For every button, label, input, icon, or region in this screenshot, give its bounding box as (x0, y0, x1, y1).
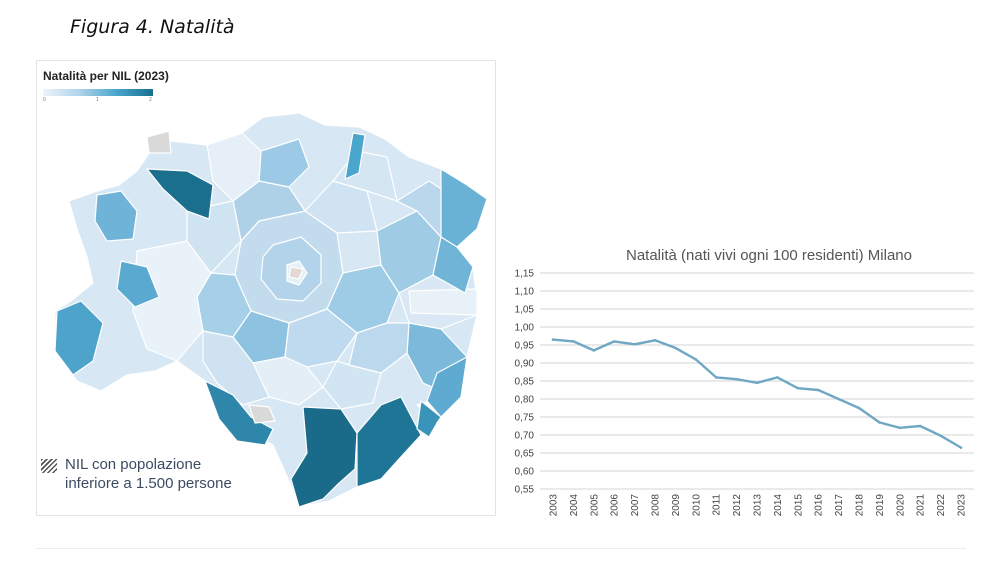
map-panel: Natalità per NIL (2023) 0 1 2 NIL con po… (36, 60, 496, 516)
x-tick-label: 2012 (732, 494, 743, 517)
x-tick-label: 2019 (875, 494, 886, 517)
y-tick-label: 0,75 (515, 413, 535, 424)
divider (36, 548, 966, 549)
x-tick-label: 2018 (855, 494, 866, 517)
district-lowpop (248, 404, 276, 424)
district (202, 330, 270, 406)
map-legend-label: NIL con popolazione inferiore a 1.500 pe… (65, 456, 232, 492)
map-title: Natalità per NIL (2023) (43, 69, 169, 83)
district-high (416, 400, 442, 438)
data-point (857, 406, 861, 410)
district-lowpop (288, 266, 304, 280)
district-lowpop (146, 130, 172, 154)
district-high (204, 380, 274, 446)
y-tick-label: 0,60 (515, 467, 535, 478)
data-point (918, 424, 922, 428)
y-tick-label: 0,80 (515, 395, 535, 406)
district-high (440, 168, 488, 248)
color-scale-bar (43, 89, 153, 96)
district (206, 132, 262, 202)
district-high (146, 168, 214, 220)
y-tick-label: 1,15 (515, 269, 535, 280)
district-high (116, 260, 160, 308)
y-tick-label: 1,00 (515, 323, 535, 334)
series-line (551, 338, 963, 449)
x-tick-label: 2015 (793, 494, 804, 517)
x-tick-label: 2020 (895, 494, 906, 517)
x-tick-label: 2014 (773, 494, 784, 517)
data-point (633, 342, 636, 346)
scale-tick-label: 1 (96, 97, 99, 103)
y-tick-label: 0,95 (515, 341, 535, 352)
map-districts (54, 112, 488, 508)
data-point (816, 388, 820, 392)
series-layer (551, 338, 963, 449)
scale-tick-label: 2 (149, 97, 152, 103)
district-high (356, 396, 422, 488)
y-tick-label: 0,55 (515, 485, 535, 496)
data-point (551, 338, 555, 341)
figure-caption: Figura 4. Natalità (70, 16, 235, 38)
scale-tick-label: 0 (43, 97, 46, 103)
data-point (959, 446, 963, 449)
district-high (344, 132, 366, 180)
x-tick-label: 2017 (834, 494, 845, 517)
district-high (94, 190, 138, 242)
x-tick-label: 2006 (610, 494, 621, 517)
y-tick-label: 0,70 (515, 431, 535, 442)
data-point (755, 381, 759, 385)
x-tick-label: 2010 (691, 494, 702, 517)
y-tick-label: 1,10 (515, 287, 535, 298)
data-point (878, 421, 881, 424)
data-point (796, 386, 800, 390)
map-legend: NIL con popolazione inferiore a 1.500 pe… (41, 455, 232, 493)
district-high (432, 236, 474, 294)
data-point (939, 434, 942, 438)
data-point (714, 376, 718, 379)
data-point (592, 349, 596, 352)
data-point (776, 376, 779, 379)
x-tick-label: 2008 (651, 494, 662, 517)
x-tick-label: 2022 (936, 494, 947, 517)
data-point (898, 426, 902, 430)
chart-title: Natalità (nati vivi ogni 100 residenti) … (626, 247, 912, 264)
grid-lines (540, 272, 974, 490)
hatch-swatch (41, 459, 57, 473)
district (426, 356, 468, 418)
x-tick-label: 2013 (753, 494, 764, 517)
x-tick-label: 2007 (630, 494, 641, 517)
x-tick-label: 2016 (814, 494, 825, 517)
data-point (837, 397, 840, 401)
data-point (653, 339, 657, 342)
x-tick-label: 2003 (549, 494, 560, 517)
x-axis-ticks: 2003 2004 2005 2006 2007 2008 2009 2010 2011 2012… (549, 494, 968, 517)
data-point (674, 346, 677, 350)
data-point (694, 358, 698, 361)
milan-nil-map (54, 112, 488, 508)
color-scale-ticks: 0 1 2 (43, 97, 153, 105)
y-axis-ticks: 1,15 1,10 1,05 1,00 0,95 0,90 0,85 0,80 0,75 0,70… (515, 269, 535, 496)
y-tick-label: 1,05 (515, 305, 535, 316)
y-tick-label: 0,90 (515, 359, 535, 370)
district-high (54, 300, 104, 376)
district (304, 180, 378, 234)
x-tick-label: 2011 (712, 494, 723, 516)
data-point (735, 377, 738, 381)
x-tick-label: 2023 (957, 494, 968, 517)
district-high (290, 406, 358, 508)
x-tick-label: 2005 (589, 494, 600, 517)
district (186, 200, 242, 274)
data-point (572, 340, 575, 343)
y-tick-label: 0,85 (515, 377, 535, 388)
line-chart: Natalità (nati vivi ogni 100 residenti) … (515, 247, 974, 517)
x-tick-label: 2021 (916, 494, 927, 517)
y-tick-label: 0,65 (515, 449, 535, 460)
district (408, 288, 478, 316)
x-tick-label: 2009 (671, 494, 682, 517)
x-tick-label: 2004 (569, 494, 580, 517)
data-point (612, 340, 616, 343)
